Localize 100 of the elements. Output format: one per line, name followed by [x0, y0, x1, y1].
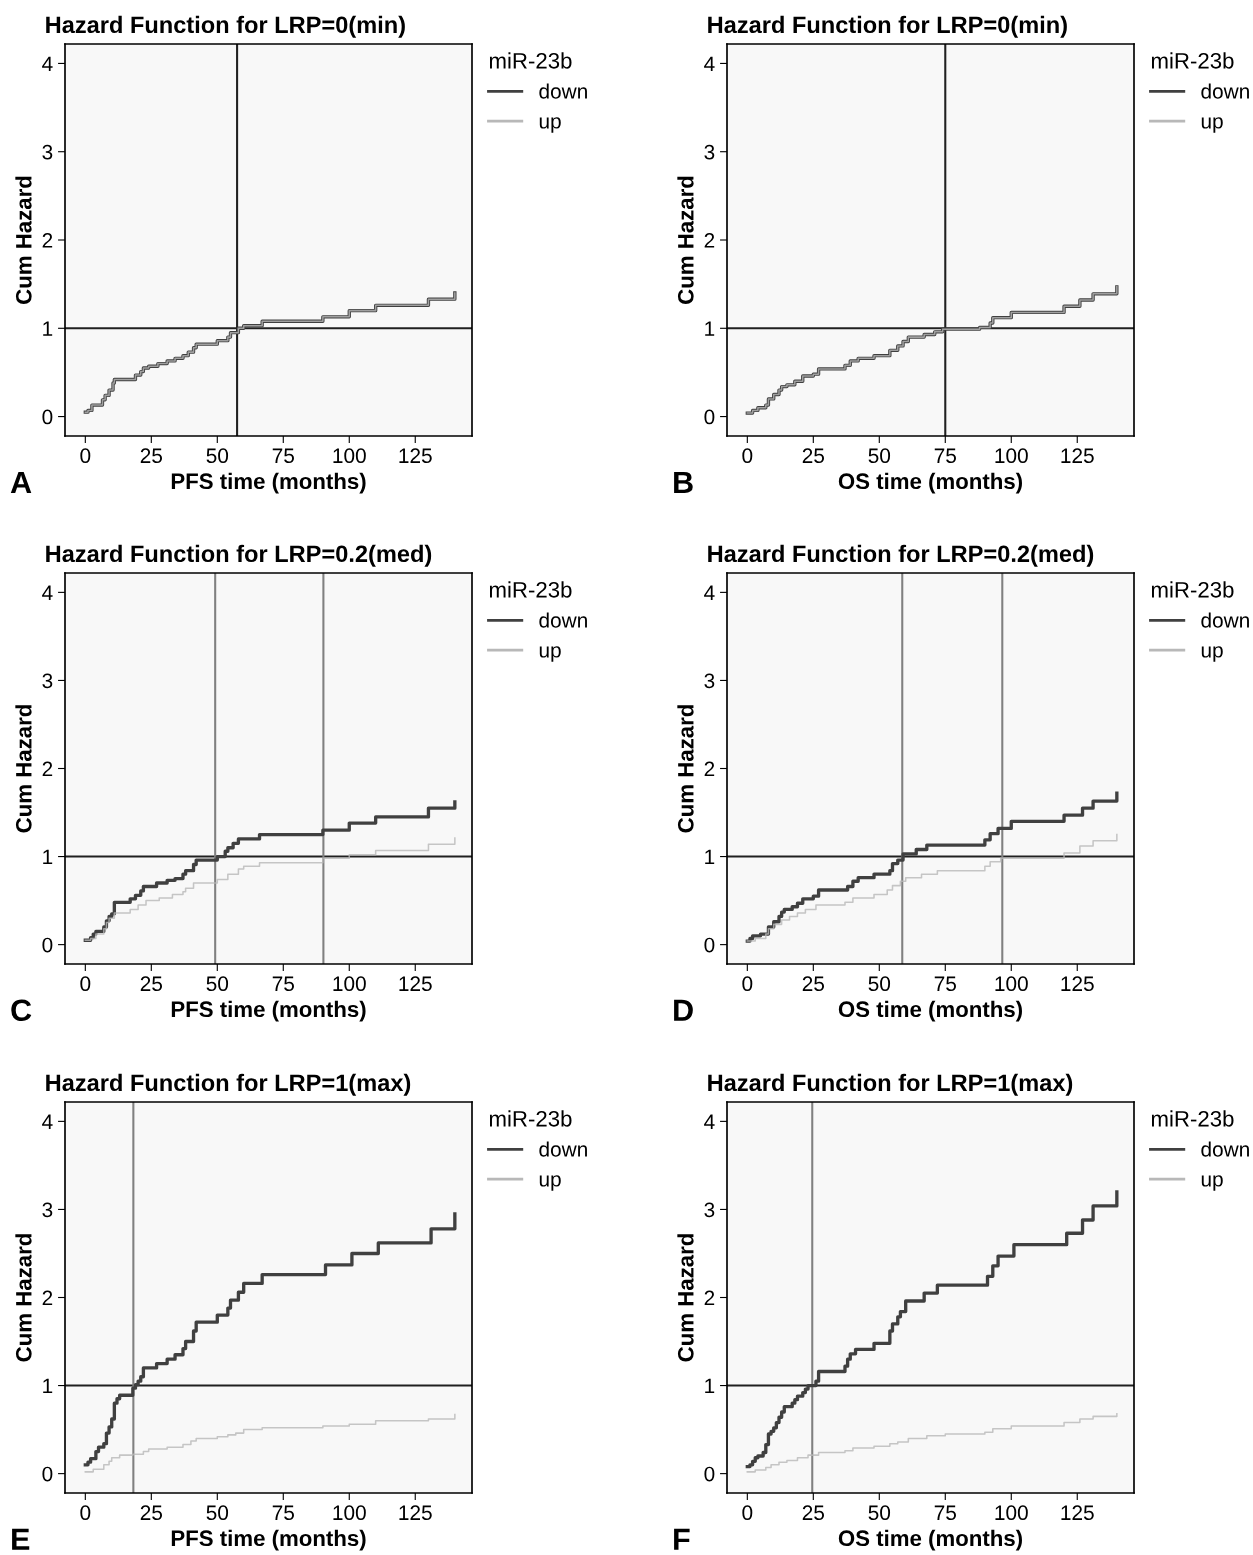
x-tick-label: 0: [80, 1505, 91, 1521]
x-tick-label: 50: [206, 448, 229, 464]
y-tick-label: 2: [704, 233, 715, 248]
x-tick-label: 0: [742, 976, 753, 992]
text: E: [12, 1528, 30, 1550]
y-tick-label: 1: [705, 849, 715, 865]
y-tick-label: 3: [704, 144, 715, 160]
text: F: [674, 1528, 690, 1550]
x-tick-label: 100: [995, 976, 1028, 992]
x-tick-label: 125: [399, 976, 432, 992]
legend-label: up: [539, 1175, 561, 1191]
legend-label: up: [1201, 646, 1223, 662]
text: C: [11, 999, 32, 1022]
text: A: [10, 471, 32, 493]
x-tick-label: 100: [333, 976, 366, 992]
y-tick-label: 0: [42, 409, 53, 425]
legend-label: up: [539, 117, 561, 133]
y-tick-label: 2: [42, 1290, 53, 1306]
y-tick-label: 2: [704, 761, 715, 777]
chart-title: Hazard Function for LRP=1(max): [708, 1073, 1073, 1096]
x-tick-label: 75: [272, 1505, 294, 1521]
chart-title: Hazard Function for LRP=1(max): [46, 1073, 411, 1096]
y-tick-label: 3: [42, 1202, 53, 1218]
legend-label: down: [1201, 83, 1249, 99]
y-tick-label: 0: [704, 409, 715, 425]
x-axis-title: OS time (months): [838, 1529, 1022, 1551]
y-tick-label: 0: [704, 937, 715, 953]
y-tick-label: 3: [704, 1202, 715, 1218]
chart-title: Hazard Function for LRP=0.2(med): [46, 544, 432, 567]
x-tick-label: 75: [272, 448, 294, 464]
y-axis-title: Cum Hazard: [677, 176, 694, 304]
y-tick-label: 2: [704, 1290, 715, 1306]
legend-label: down: [539, 83, 587, 99]
x-tick-label: 100: [995, 1505, 1028, 1521]
y-tick-label: 0: [42, 1466, 53, 1482]
x-tick-label: 50: [868, 1505, 891, 1521]
y-tick-label: 0: [42, 937, 53, 953]
chart-title: Hazard Function for LRP=0(min): [708, 15, 1067, 38]
x-axis-title: PFS time (months): [171, 472, 366, 494]
y-tick-label: 1: [43, 321, 53, 336]
x-tick-label: 75: [934, 976, 956, 992]
x-tick-label: 100: [333, 448, 366, 464]
x-tick-label: 0: [742, 448, 753, 464]
x-tick-label: 25: [140, 448, 163, 464]
x-tick-label: 75: [272, 976, 294, 992]
x-tick-label: 100: [333, 1505, 366, 1521]
x-axis-title: PFS time (months): [171, 1000, 366, 1022]
x-tick-label: 125: [1061, 448, 1094, 464]
x-axis-title: PFS time (months): [171, 1529, 366, 1551]
legend-label: up: [1201, 117, 1223, 133]
legend-title: miR-23b: [1151, 1110, 1234, 1127]
x-tick-label: 50: [868, 976, 891, 992]
x-tick-label: 25: [140, 976, 163, 992]
x-tick-label: 25: [140, 1505, 163, 1521]
x-tick-label: 50: [206, 976, 229, 992]
y-tick-label: 4: [42, 1114, 53, 1129]
x-tick-label: 75: [934, 1505, 956, 1521]
legend-title: miR-23b: [1151, 52, 1234, 69]
x-axis-title: OS time (months): [838, 472, 1022, 494]
legend-label: up: [539, 646, 561, 662]
x-tick-label: 100: [995, 448, 1028, 464]
x-tick-label: 25: [802, 1505, 825, 1521]
chart-title: Hazard Function for LRP=0(min): [46, 15, 405, 38]
legend-label: down: [1201, 1141, 1249, 1157]
x-tick-label: 50: [868, 448, 891, 464]
y-tick-label: 1: [705, 321, 715, 336]
x-tick-label: 50: [206, 1505, 229, 1521]
y-tick-label: 4: [704, 56, 715, 71]
y-axis-title: Cum Hazard: [15, 1234, 32, 1362]
legend-title: miR-23b: [489, 581, 572, 598]
y-tick-label: 0: [704, 1466, 715, 1482]
x-tick-label: 25: [802, 976, 825, 992]
x-axis-title: OS time (months): [838, 1000, 1022, 1022]
y-tick-label: 3: [704, 673, 715, 689]
x-tick-label: 75: [934, 448, 956, 464]
x-tick-label: 125: [1061, 1505, 1094, 1521]
x-tick-label: 0: [80, 976, 91, 992]
y-tick-label: 4: [704, 1114, 715, 1129]
y-tick-label: 3: [42, 673, 53, 689]
y-tick-label: 4: [42, 56, 53, 71]
y-tick-label: 2: [42, 761, 53, 777]
x-tick-label: 0: [742, 1505, 753, 1521]
y-axis-title: Cum Hazard: [15, 705, 32, 833]
chart-title: Hazard Function for LRP=0.2(med): [708, 544, 1094, 567]
legend-title: miR-23b: [489, 1110, 572, 1127]
legend-title: miR-23b: [1151, 581, 1234, 598]
legend-label: down: [1201, 612, 1249, 628]
y-tick-label: 4: [42, 585, 53, 600]
y-tick-label: 1: [43, 1378, 53, 1394]
text: D: [674, 999, 693, 1021]
y-tick-label: 1: [705, 1378, 715, 1394]
x-tick-label: 0: [80, 448, 91, 464]
y-axis-title: Cum Hazard: [15, 176, 32, 304]
x-tick-label: 125: [1061, 976, 1094, 992]
legend-label: down: [539, 1141, 587, 1157]
y-tick-label: 3: [42, 144, 53, 160]
y-tick-label: 1: [43, 849, 53, 865]
x-tick-label: 125: [399, 1505, 432, 1521]
y-axis-title: Cum Hazard: [677, 1234, 694, 1362]
y-tick-label: 2: [42, 233, 53, 248]
